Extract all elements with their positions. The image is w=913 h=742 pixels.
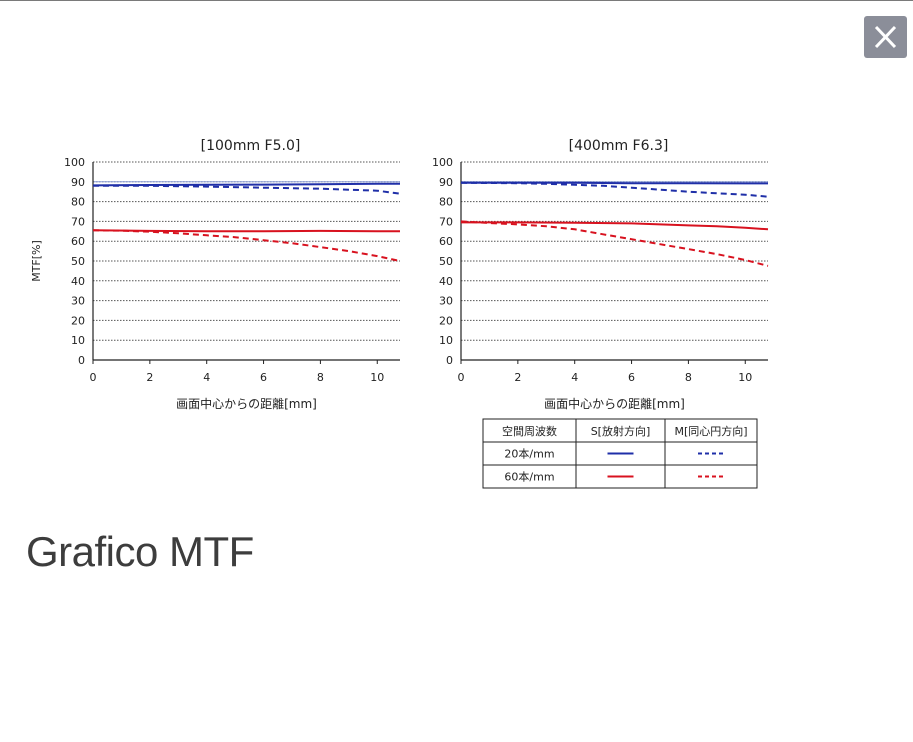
series-line-s60 <box>92 229 400 233</box>
y-tick-label: 100 <box>64 156 85 169</box>
y-tick-label: 40 <box>71 275 85 288</box>
x-tick-label: 2 <box>514 371 521 384</box>
legend-row-label: 20本/mm <box>504 447 554 461</box>
y-tick-label: 50 <box>439 255 453 268</box>
x-axis-label: 画面中心からの距離[mm] <box>176 396 317 411</box>
x-tick-label: 8 <box>317 371 324 384</box>
y-tick-label: 90 <box>71 176 85 189</box>
x-tick-label: 6 <box>260 371 267 384</box>
y-tick-label: 10 <box>71 334 85 347</box>
y-tick-label: 50 <box>71 255 85 268</box>
close-button[interactable] <box>864 16 907 58</box>
y-tick-label: 80 <box>71 196 85 209</box>
x-tick-label: 0 <box>90 371 97 384</box>
y-tick-label: 20 <box>439 314 453 327</box>
y-tick-label: 0 <box>446 354 453 367</box>
y-tick-label: 70 <box>439 215 453 228</box>
series-line-s20 <box>461 181 768 185</box>
y-tick-label: 70 <box>71 215 85 228</box>
y-tick-label: 100 <box>432 156 453 169</box>
window-top-border <box>0 0 913 1</box>
y-axis-label: MTF[%] <box>30 240 43 282</box>
y-tick-label: 30 <box>71 295 85 308</box>
y-tick-label: 0 <box>78 354 85 367</box>
legend-header: 空間周波数 <box>502 424 557 438</box>
chart-title-0: [100mm F5.0] <box>201 138 301 154</box>
close-icon <box>874 25 897 49</box>
x-tick-label: 10 <box>370 371 384 384</box>
x-tick-label: 6 <box>628 371 635 384</box>
series-line-m20 <box>460 181 769 198</box>
y-tick-label: 60 <box>71 235 85 248</box>
series-line-s60 <box>461 221 769 231</box>
x-axis-label: 画面中心からの距離[mm] <box>544 396 685 411</box>
series-line-m60 <box>92 229 401 262</box>
series-line-m60 <box>460 220 769 267</box>
x-tick-label: 2 <box>146 371 153 384</box>
x-tick-label: 4 <box>203 371 210 384</box>
y-tick-label: 80 <box>439 196 453 209</box>
y-tick-label: 10 <box>439 334 453 347</box>
y-tick-label: 60 <box>439 235 453 248</box>
x-tick-label: 4 <box>571 371 578 384</box>
y-tick-label: 90 <box>439 176 453 189</box>
x-tick-label: 10 <box>738 371 752 384</box>
legend-header: S[放射方向] <box>591 424 651 438</box>
legend-row-label: 60本/mm <box>504 470 554 484</box>
y-tick-label: 20 <box>71 314 85 327</box>
x-tick-label: 8 <box>685 371 692 384</box>
chart-caption: Grafico MTF <box>26 528 254 575</box>
y-tick-label: 30 <box>439 295 453 308</box>
legend-header: M[同心円方向] <box>674 424 747 438</box>
y-tick-label: 40 <box>439 275 453 288</box>
series-line-s20 <box>92 182 400 187</box>
chart-title-1: [400mm F6.3] <box>569 138 669 154</box>
x-tick-label: 0 <box>458 371 465 384</box>
series-line-m20 <box>93 184 401 195</box>
